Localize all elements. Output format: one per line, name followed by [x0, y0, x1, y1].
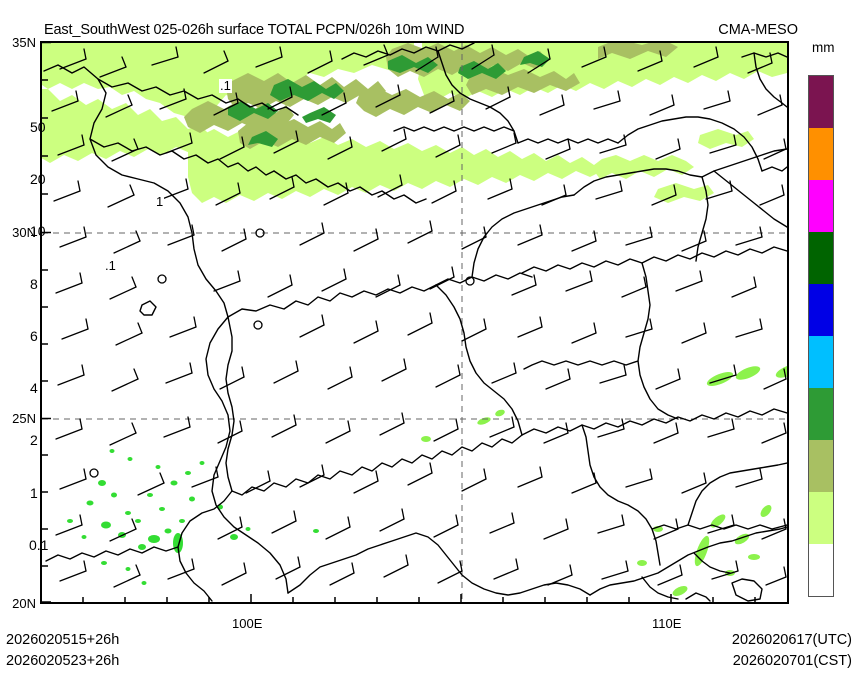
footer-init-utc: 2026020515+26h: [6, 632, 120, 648]
footer-valid-utc: 2026020617(UTC): [731, 632, 852, 648]
colorbar-tick-2: 2: [30, 432, 38, 448]
colorbar-tick-4: 4: [30, 380, 38, 396]
map-frame: 1 .1 .1: [40, 41, 789, 604]
colorbar-segment: [809, 440, 833, 492]
colorbar-tick-20: 20: [30, 171, 46, 187]
lat-label-35n: 35N: [12, 35, 36, 50]
wind-barbs: [51, 44, 787, 588]
map-boundaries: [43, 43, 787, 602]
map-panel[interactable]: 1 .1 .1: [40, 41, 789, 604]
model-tag: CMA-MESO: [718, 22, 798, 38]
footer-valid-cst: 2026020701(CST): [732, 653, 852, 669]
colorbar-segment: [809, 544, 833, 596]
lon-label-110e: 110E: [652, 616, 682, 631]
colorbar-segment: [809, 180, 833, 232]
colorbar-segment: [809, 492, 833, 544]
colorbar-tick-0p1: 0.1: [29, 537, 49, 553]
contour-label-point1-east: .1: [219, 78, 232, 93]
colorbar-segment: [809, 128, 833, 180]
precip-scatter-streaks: [421, 364, 787, 596]
colorbar-segment: [809, 336, 833, 388]
page-title: East_SouthWest 025-026h surface TOTAL PC…: [44, 22, 465, 38]
map-gridlines: [42, 43, 787, 602]
colorbar-segment: [809, 232, 833, 284]
contour-label-1: 1: [155, 194, 165, 209]
colorbar-tick-10: 10: [30, 223, 46, 239]
lat-label-30n: 30N: [12, 225, 36, 240]
colorbar-unit-label: mm: [812, 40, 835, 55]
colorbar-tick-50: 50: [30, 119, 46, 135]
footer-init-cst: 2026020523+26h: [6, 653, 120, 669]
colorbar-tick-8: 8: [30, 276, 38, 292]
colorbar-segment: [809, 284, 833, 336]
colorbar-tick-1: 1: [30, 485, 38, 501]
colorbar-segment: [809, 76, 833, 128]
lat-label-25n: 25N: [12, 411, 36, 426]
map-canvas: [42, 43, 787, 602]
colorbar-segment: [809, 388, 833, 440]
lon-label-100e: 100E: [232, 616, 263, 631]
colorbar[interactable]: [808, 75, 834, 597]
colorbar-tick-6: 6: [30, 328, 38, 344]
lat-label-20n: 20N: [12, 596, 36, 611]
contour-label-point1-west: .1: [104, 258, 117, 273]
